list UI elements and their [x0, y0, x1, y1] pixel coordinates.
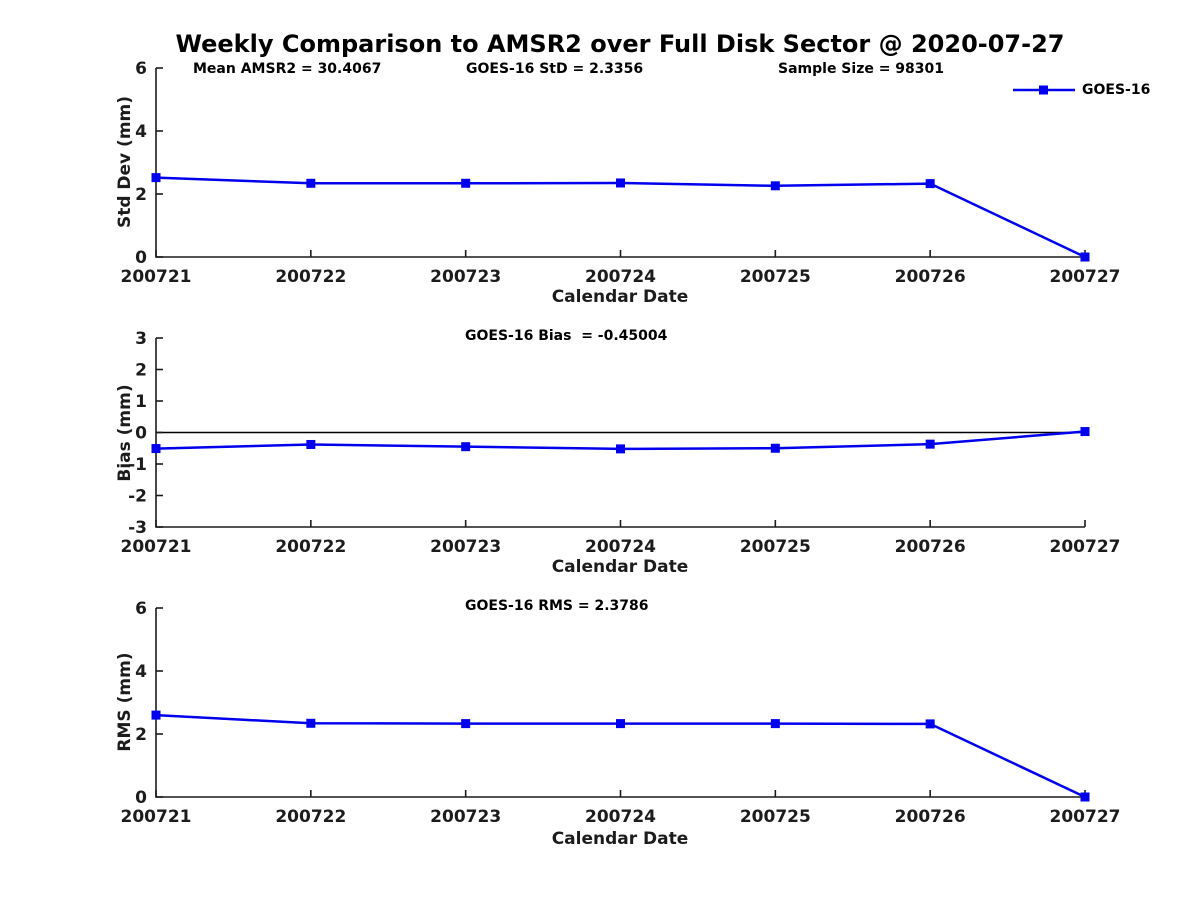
y-tick-label: 4	[135, 662, 147, 682]
stat-goes16-std: GOES-16 StD = 2.3356	[466, 61, 644, 77]
data-point-marker	[151, 710, 161, 720]
data-point-marker	[1080, 252, 1090, 262]
data-point-marker	[925, 719, 935, 729]
y-tick-label: 1	[135, 392, 147, 412]
data-point-marker	[1080, 792, 1090, 802]
data-point-marker	[616, 719, 625, 729]
x-axis-label-top: Calendar Date	[551, 287, 689, 307]
x-axis-label-bottom: Calendar Date	[551, 829, 689, 849]
legend-label: GOES-16	[1082, 82, 1151, 98]
x-tick-label: 200726	[895, 537, 966, 557]
x-tick-label: 200727	[1050, 267, 1121, 287]
data-point-marker	[770, 181, 780, 191]
y-axis-label-bias: Bias (mm)	[115, 384, 135, 482]
data-point-marker	[306, 439, 316, 449]
y-tick-label: 6	[135, 599, 147, 619]
x-tick-label: 200724	[585, 267, 656, 287]
data-point-marker	[461, 178, 471, 188]
x-tick-label: 200721	[121, 537, 192, 557]
x-tick-label: 200722	[275, 537, 346, 557]
x-tick-label: 200724	[585, 537, 656, 557]
y-tick-label: -3	[128, 518, 147, 538]
x-tick-label: 200725	[740, 267, 811, 287]
y-tick-label: 2	[135, 185, 147, 205]
y-tick-label: -2	[128, 487, 147, 507]
data-point-marker	[925, 179, 935, 189]
x-tick-label: 200721	[121, 807, 192, 827]
y-tick-label: 6	[135, 59, 147, 79]
x-tick-label: 200721	[121, 267, 192, 287]
data-point-marker	[925, 439, 935, 449]
data-point-marker	[1080, 427, 1090, 437]
y-tick-label: 0	[135, 424, 147, 444]
x-tick-label: 200723	[430, 807, 501, 827]
y-tick-label: 3	[135, 329, 147, 349]
subplot-bias-title: GOES-16 Bias = -0.45004	[465, 328, 668, 344]
data-point-marker	[770, 719, 780, 729]
data-point-marker	[461, 719, 471, 729]
x-tick-label: 200723	[430, 267, 501, 287]
subplot-rms-title: GOES-16 RMS = 2.3786	[465, 598, 649, 614]
x-tick-label: 200725	[740, 807, 811, 827]
x-tick-label: 200722	[275, 267, 346, 287]
y-tick-label: 2	[135, 361, 147, 381]
data-point-marker	[151, 444, 161, 454]
x-tick-label: 200727	[1050, 807, 1121, 827]
x-tick-label: 200724	[585, 807, 656, 827]
figure-title: Weekly Comparison to AMSR2 over Full Dis…	[175, 30, 1065, 58]
data-point-marker	[616, 444, 625, 454]
axes-spines	[155, 608, 1085, 798]
legend-line-marker-icon	[1013, 85, 1075, 95]
y-tick-label: 0	[135, 248, 147, 268]
stat-mean-amsr2: Mean AMSR2 = 30.4067	[193, 61, 382, 77]
x-tick-label: 200725	[740, 537, 811, 557]
y-tick-label: 0	[135, 788, 147, 808]
data-point-marker	[306, 718, 316, 728]
legend: GOES-16	[1013, 82, 1150, 98]
x-tick-label: 200723	[430, 537, 501, 557]
data-point-marker	[616, 178, 625, 188]
data-point-marker	[770, 443, 780, 453]
x-tick-label: 200726	[895, 267, 966, 287]
y-axis-label-rms: RMS (mm)	[115, 652, 135, 752]
y-tick-label: 2	[135, 725, 147, 745]
x-tick-label: 200726	[895, 807, 966, 827]
y-tick-label: 4	[135, 122, 147, 142]
x-axis-label-middle: Calendar Date	[551, 557, 689, 577]
x-tick-label: 200722	[275, 807, 346, 827]
data-point-marker	[461, 442, 471, 452]
data-series-line	[155, 176, 1086, 259]
axes-spines	[155, 68, 1085, 258]
data-point-marker	[151, 173, 161, 183]
data-point-marker	[306, 178, 316, 188]
stat-sample-size: Sample Size = 98301	[778, 61, 945, 77]
y-tick-label: -1	[128, 455, 147, 475]
y-axis-label-stddev: Std Dev (mm)	[115, 95, 135, 229]
x-tick-label: 200727	[1050, 537, 1121, 557]
